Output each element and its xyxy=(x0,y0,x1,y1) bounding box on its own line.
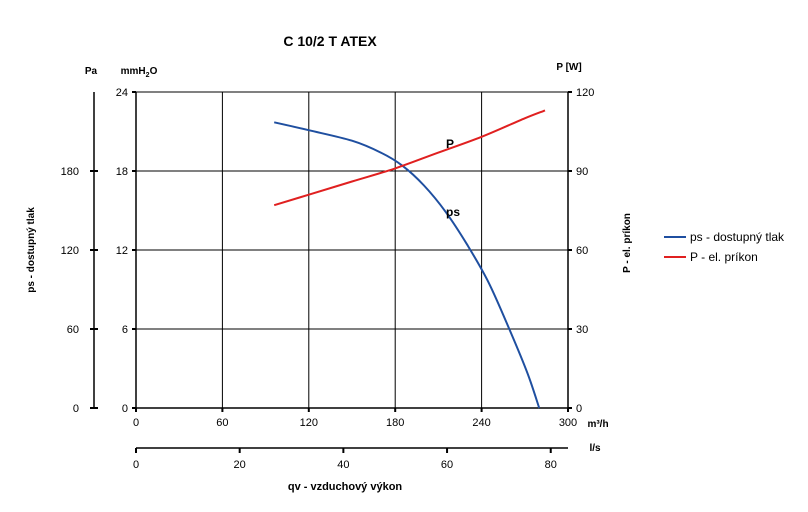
tick-label-ls: 20 xyxy=(234,459,246,471)
series-annotation-p: P xyxy=(446,137,454,151)
tick-label-power: 90 xyxy=(576,166,588,178)
tick-label-ls: 80 xyxy=(545,459,557,471)
axes xyxy=(90,91,572,453)
tick-label-mmh2o: 6 xyxy=(122,324,128,336)
series-lines xyxy=(273,109,546,409)
y-left-inner-unit: mmH2O xyxy=(121,66,158,79)
tick-label-ls: 0 xyxy=(133,459,139,471)
series-annotation-ps: ps xyxy=(446,205,460,219)
tick-label-pa: 0 xyxy=(73,403,79,415)
tick-label-m3h: 120 xyxy=(300,417,318,429)
x-axis-label: qv - vzduchový výkon xyxy=(288,481,403,493)
y-right-unit: P [W] xyxy=(556,62,581,73)
legend-label-p: P - el. príkon xyxy=(690,250,758,264)
x-unit-bottom: l/s xyxy=(589,443,601,454)
y-left-axis-label: ps - dostupný tlak xyxy=(26,207,37,293)
tick-label-m3h: 300 xyxy=(559,417,577,429)
tick-label-power: 120 xyxy=(576,87,594,99)
tick-label-mmh2o: 18 xyxy=(116,166,128,178)
tick-label-mmh2o: 12 xyxy=(116,245,128,257)
tick-label-power: 30 xyxy=(576,324,588,336)
tick-label-m3h: 60 xyxy=(216,417,228,429)
y-left-outer-unit: Pa xyxy=(85,66,98,77)
tick-label-ls: 40 xyxy=(337,459,349,471)
grid xyxy=(135,91,569,409)
tick-label-ls: 60 xyxy=(441,459,453,471)
tick-label-pa: 180 xyxy=(61,166,79,178)
tick-label-mmh2o: 0 xyxy=(122,403,128,415)
tick-label-power: 60 xyxy=(576,245,588,257)
legend-label-ps: ps - dostupný tlak xyxy=(690,230,785,244)
x-unit-top: m³/h xyxy=(587,419,608,430)
tick-label-pa: 60 xyxy=(67,324,79,336)
tick-label-mmh2o: 24 xyxy=(116,87,128,99)
series-line-p xyxy=(273,109,546,207)
chart-title: C 10/2 T ATEX xyxy=(283,33,377,49)
tick-label-m3h: 240 xyxy=(472,417,490,429)
tick-label-m3h: 0 xyxy=(133,417,139,429)
tick-label-pa: 120 xyxy=(61,245,79,257)
series-line-ps xyxy=(273,121,541,409)
tick-label-power: 0 xyxy=(576,403,582,415)
y-right-axis-label: P - el. príkon xyxy=(622,213,633,273)
legend: ps - dostupný tlak P - el. príkon xyxy=(664,230,785,264)
tick-label-m3h: 180 xyxy=(386,417,404,429)
